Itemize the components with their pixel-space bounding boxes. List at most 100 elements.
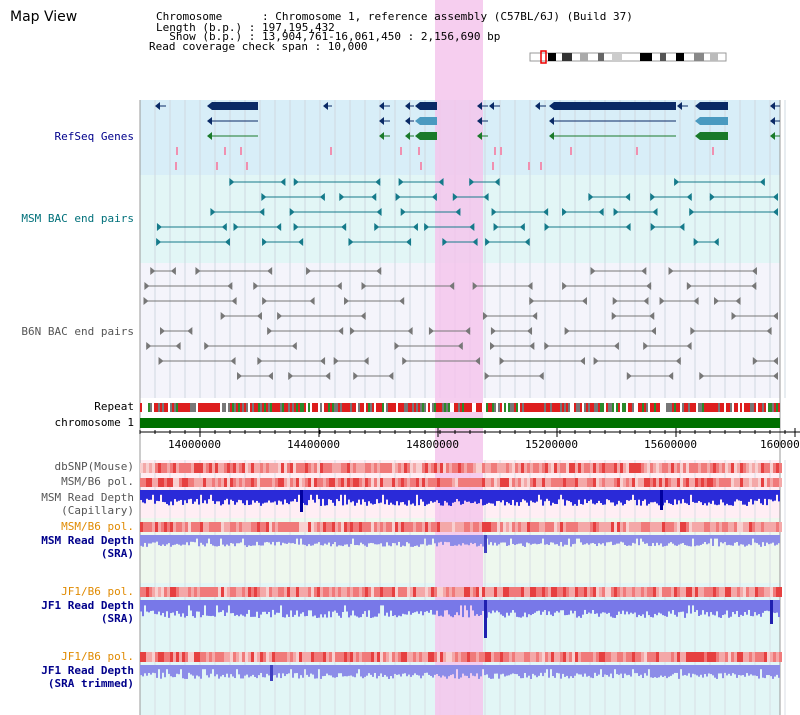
pol-cell — [701, 587, 704, 597]
pol-cell — [410, 522, 413, 532]
depth-bar — [758, 490, 760, 499]
depth-bar — [724, 665, 726, 673]
depth-bar — [638, 535, 640, 546]
depth-bar — [740, 535, 742, 545]
depth-bar — [358, 535, 360, 546]
pol-cell — [632, 478, 635, 487]
pol-cell — [662, 463, 665, 473]
depth-bar — [706, 665, 708, 677]
depth-bar — [714, 600, 716, 616]
pol-cell — [743, 522, 746, 532]
depth-bar — [432, 535, 434, 539]
depth-bar — [766, 490, 768, 506]
track-label-jf1-depth-sra[interactable]: JF1 Read Depth — [41, 599, 134, 612]
page-title: Map View — [10, 9, 78, 25]
repeat-block — [174, 403, 176, 412]
track-label-repeat[interactable]: Repeat — [94, 400, 134, 413]
pol-cell — [608, 587, 611, 597]
depth-bar — [700, 665, 702, 675]
depth-bar — [374, 535, 376, 545]
msm-bac-end — [773, 208, 778, 216]
track-label-msm-depth-sra[interactable]: MSM Read Depth — [41, 534, 134, 547]
depth-bar — [594, 490, 596, 505]
track-label-jf1-b6-pol-1[interactable]: JF1/B6 pol. — [61, 585, 134, 598]
pol-cell — [392, 652, 395, 662]
pol-cell — [326, 522, 329, 532]
depth-bar — [554, 535, 556, 545]
pol-cell — [590, 522, 593, 532]
pol-cell — [236, 652, 239, 662]
depth-bar — [312, 665, 314, 675]
track-label-jf1-b6-pol-2[interactable]: JF1/B6 pol. — [61, 650, 134, 663]
pol-cell — [512, 587, 515, 597]
pol-cell — [764, 587, 767, 597]
depth-bar — [700, 490, 702, 503]
depth-bar — [426, 490, 428, 505]
depth-bar — [422, 490, 424, 502]
track-label-msm-b6-pol-1[interactable]: MSM/B6 pol. — [61, 475, 134, 488]
depth-bar — [708, 535, 710, 544]
pol-cell — [221, 463, 224, 473]
pol-cell — [188, 522, 191, 532]
track-label-msm-b6-pol-2[interactable]: MSM/B6 pol. — [61, 520, 134, 533]
track-label-jf1-depth-trimmed[interactable]: JF1 Read Depth — [41, 664, 134, 677]
pol-cell — [377, 463, 380, 473]
depth-bar — [562, 535, 564, 547]
depth-bar — [596, 535, 598, 547]
track-label-refseq[interactable]: RefSeq Genes — [54, 130, 134, 143]
pol-cell — [536, 652, 539, 662]
pol-cell — [509, 652, 512, 662]
pol-cell — [515, 478, 518, 487]
pol-cell — [416, 522, 419, 532]
depth-bar — [668, 535, 670, 544]
pol-cell — [773, 478, 776, 487]
pol-cell — [716, 522, 719, 532]
track-label-msm-depth-capillary[interactable]: MSM Read Depth — [41, 491, 134, 504]
depth-bar — [696, 600, 698, 611]
depth-bar — [760, 490, 762, 504]
depth-bar — [332, 535, 334, 545]
pol-cell — [305, 478, 308, 487]
repeat-block — [370, 403, 372, 412]
repeat-track — [140, 403, 780, 412]
depth-bar — [270, 600, 272, 618]
repeat-block — [498, 403, 500, 412]
depth-bar — [520, 535, 522, 544]
pol-cell — [422, 587, 425, 597]
pol-cell — [143, 587, 146, 597]
depth-bar — [310, 665, 312, 674]
depth-bar — [272, 535, 274, 542]
depth-bar — [196, 665, 198, 676]
depth-bar — [444, 600, 446, 611]
track-label-msm-depth-sra-sub: (SRA) — [100, 547, 134, 560]
depth-bar — [178, 490, 180, 501]
pol-cell — [185, 463, 188, 473]
repeat-block — [692, 403, 694, 412]
depth-bar — [384, 665, 386, 675]
pol-cell — [524, 652, 527, 662]
depth-bar — [192, 535, 194, 542]
pol-cell — [512, 478, 515, 487]
pol-cell — [683, 587, 686, 597]
ideogram-band — [660, 53, 666, 61]
pol-cell — [596, 587, 599, 597]
depth-bar — [736, 535, 738, 542]
depth-bar — [734, 600, 736, 615]
depth-bar — [642, 665, 644, 678]
track-label-dbsnp[interactable]: dbSNP(Mouse) — [54, 460, 134, 473]
pol-cell — [506, 522, 509, 532]
track-label-msm-bac[interactable]: MSM BAC end pairs — [21, 212, 134, 225]
track-label-b6n-bac[interactable]: B6N BAC end pairs — [21, 325, 134, 338]
depth-bar — [166, 490, 168, 504]
repeat-block — [744, 403, 746, 412]
depth-bar — [600, 490, 602, 504]
gene-strand-arrow — [415, 132, 420, 140]
pol-cell — [302, 522, 305, 532]
depth-bar — [158, 600, 160, 612]
pol-cell — [272, 478, 275, 487]
pol-cell — [671, 587, 674, 597]
depth-bar — [212, 600, 214, 616]
pol-cell — [308, 478, 311, 487]
